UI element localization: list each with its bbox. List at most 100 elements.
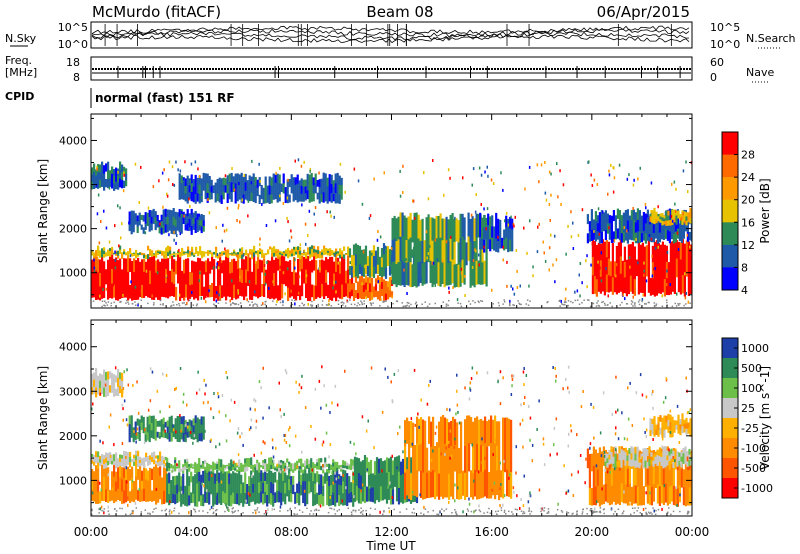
data-speck bbox=[156, 389, 159, 393]
data-cell bbox=[373, 489, 377, 504]
data-cell bbox=[283, 254, 286, 256]
data-cell bbox=[101, 254, 104, 258]
data-cell bbox=[318, 461, 321, 466]
data-cell bbox=[475, 260, 478, 285]
data-cell bbox=[346, 462, 349, 467]
data-speck bbox=[130, 280, 132, 284]
ground-speck bbox=[683, 304, 685, 307]
data-cell bbox=[145, 284, 148, 296]
data-cell bbox=[210, 481, 213, 495]
data-speck bbox=[299, 466, 301, 470]
data-cell bbox=[279, 271, 282, 286]
data-cell bbox=[152, 430, 155, 439]
data-cell bbox=[135, 260, 138, 274]
data-speck bbox=[526, 251, 528, 255]
data-speck bbox=[114, 366, 117, 370]
data-cell bbox=[382, 286, 386, 294]
data-speck bbox=[325, 431, 328, 435]
data-cell bbox=[302, 469, 305, 474]
data-cell bbox=[397, 471, 401, 489]
data-cell bbox=[144, 212, 147, 219]
data-cell bbox=[216, 469, 219, 482]
ground-speck bbox=[645, 513, 647, 515]
ground-speck bbox=[657, 508, 660, 511]
data-cell bbox=[137, 253, 140, 256]
data-cell bbox=[278, 174, 281, 184]
data-cell bbox=[375, 457, 379, 472]
ground-speck bbox=[235, 303, 237, 305]
data-cell bbox=[358, 255, 362, 265]
data-cell bbox=[240, 172, 243, 184]
data-cell bbox=[255, 272, 258, 285]
data-speck bbox=[408, 265, 410, 269]
data-speck bbox=[613, 176, 616, 180]
data-cell bbox=[242, 494, 245, 507]
data-cell bbox=[348, 248, 352, 258]
data-speck bbox=[574, 290, 576, 294]
data-cell bbox=[280, 468, 283, 481]
data-speck bbox=[139, 430, 142, 434]
data-speck bbox=[456, 298, 459, 302]
data-cell bbox=[196, 466, 199, 470]
data-cell bbox=[266, 466, 269, 470]
data-cell bbox=[139, 489, 142, 502]
ground-speck bbox=[408, 302, 410, 304]
data-cell bbox=[196, 225, 199, 233]
data-speck bbox=[548, 203, 551, 206]
data-cell bbox=[111, 283, 114, 299]
data-cell bbox=[247, 256, 250, 272]
data-cell bbox=[301, 252, 304, 255]
data-cell bbox=[93, 386, 96, 395]
colorbar-tick-label: 500 bbox=[741, 362, 762, 375]
data-cell bbox=[624, 466, 627, 485]
data-cell bbox=[296, 463, 299, 467]
data-cell bbox=[163, 456, 166, 461]
data-cell bbox=[252, 464, 255, 468]
data-speck bbox=[420, 398, 422, 402]
data-cell bbox=[202, 215, 205, 221]
data-speck bbox=[460, 482, 462, 486]
data-cell bbox=[338, 465, 341, 468]
data-speck bbox=[217, 391, 219, 395]
data-cell bbox=[437, 216, 440, 240]
data-cell bbox=[655, 258, 658, 278]
ground-speck bbox=[581, 513, 583, 515]
data-cell bbox=[103, 181, 106, 191]
data-cell bbox=[141, 458, 144, 461]
data-cell bbox=[226, 471, 229, 483]
data-speck bbox=[233, 400, 236, 404]
data-cell bbox=[219, 253, 222, 256]
data-cell bbox=[211, 282, 214, 297]
data-cell bbox=[663, 215, 666, 219]
data-cell bbox=[121, 458, 124, 463]
ground-speck bbox=[619, 304, 621, 306]
data-speck bbox=[448, 286, 450, 290]
ground-speck bbox=[254, 509, 256, 511]
data-speck bbox=[215, 299, 218, 303]
data-cell bbox=[192, 218, 195, 225]
data-cell bbox=[340, 185, 343, 193]
data-cell bbox=[192, 418, 195, 426]
data-speck bbox=[666, 250, 669, 254]
data-cell bbox=[452, 416, 455, 445]
data-speck bbox=[478, 263, 480, 267]
data-speck bbox=[288, 473, 291, 477]
data-cell bbox=[117, 175, 120, 183]
data-cell bbox=[237, 254, 240, 258]
data-cell bbox=[377, 487, 381, 503]
data-cell bbox=[266, 484, 269, 496]
data-cell bbox=[221, 251, 224, 254]
data-cell bbox=[248, 495, 251, 506]
data-speck bbox=[355, 452, 357, 456]
data-speck bbox=[362, 250, 365, 254]
data-cell bbox=[149, 467, 152, 480]
data-cell bbox=[175, 255, 178, 257]
data-cell bbox=[616, 228, 619, 239]
data-speck bbox=[175, 386, 177, 390]
data-speck bbox=[507, 223, 510, 227]
data-cell bbox=[117, 478, 120, 490]
ground-speck bbox=[508, 510, 510, 513]
data-speck bbox=[593, 178, 596, 182]
data-cell bbox=[318, 484, 321, 496]
ground-speck bbox=[168, 511, 171, 513]
